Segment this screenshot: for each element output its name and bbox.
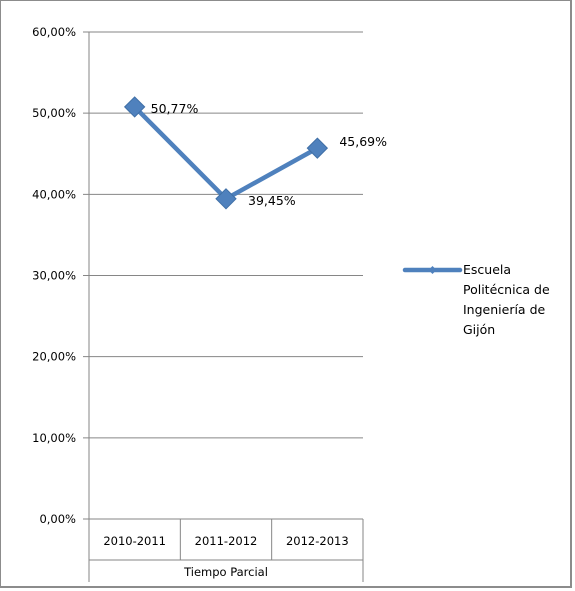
data-point-marker (306, 137, 329, 159)
x-axis-category-table: 2010-2011 2011-2012 2012-2013 Tiempo Parcia… (103, 519, 349, 579)
y-tick-label: 20,00% (32, 350, 76, 364)
legend-label-line: Gijón (463, 322, 495, 337)
legend-label-line: Escuela (463, 262, 511, 277)
y-tick-label: 0,00% (39, 512, 76, 526)
axes (88, 32, 364, 582)
data-label: 39,45% (248, 193, 296, 208)
legend: Escuela Politécnica de Ingeniería de Gijón (402, 262, 550, 337)
y-tick-label: 60,00% (32, 25, 76, 39)
y-tick-label: 40,00% (32, 187, 76, 201)
y-axis-tick-labels: 0,00% 10,00% 20,00% 30,00% 40,00% 50,00% 60,00… (32, 25, 76, 526)
data-label: 50,77% (151, 101, 199, 116)
series-layer (123, 96, 329, 210)
legend-label-line: Ingeniería de (463, 302, 545, 317)
x-category-label: 2012-2013 (286, 534, 349, 548)
gridlines (83, 31, 363, 520)
x-category-label: 2011-2012 (195, 534, 258, 548)
data-labels: 50,77% 39,45% 45,69% (151, 101, 387, 208)
data-point-marker (215, 188, 237, 210)
legend-marker-swatch (428, 266, 437, 274)
legend-label-line: Politécnica de (463, 282, 550, 297)
series-line (132, 104, 320, 202)
x-category-label: 2010-2011 (103, 534, 166, 548)
x-group-label: Tiempo Parcial (183, 565, 268, 579)
y-tick-label: 30,00% (32, 269, 76, 283)
y-tick-label: 10,00% (32, 431, 76, 445)
data-point-marker (123, 96, 146, 118)
y-tick-label: 50,00% (32, 106, 76, 120)
data-label: 45,69% (339, 134, 387, 149)
